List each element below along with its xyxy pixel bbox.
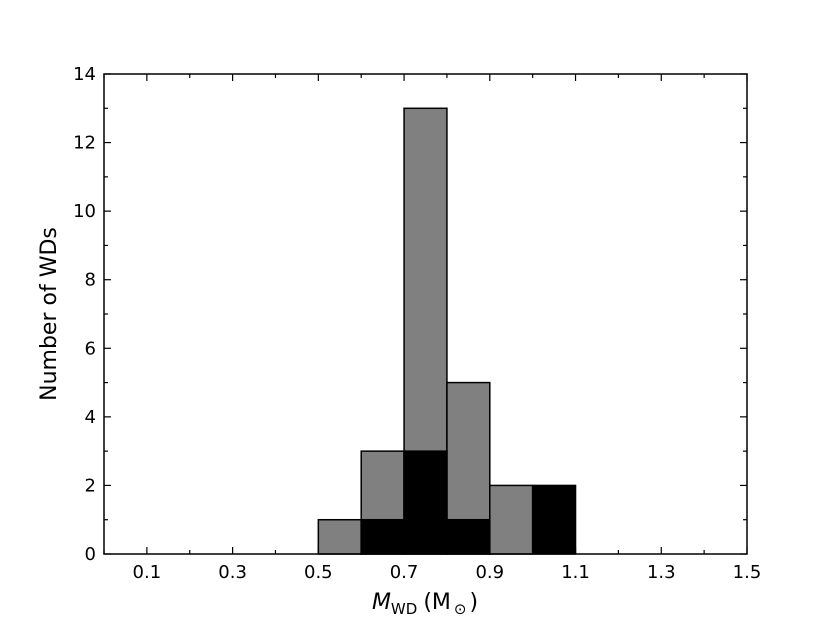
y-tick-label: 8 — [85, 270, 96, 291]
y-tick-label: 4 — [85, 407, 96, 428]
histogram-bar — [360, 518, 405, 555]
x-tick-label: 1.1 — [561, 562, 590, 583]
x-tick-label: 1.3 — [647, 562, 676, 583]
y-tick-label: 14 — [73, 64, 96, 85]
histogram-bar — [446, 518, 491, 555]
axis-ticks — [103, 73, 748, 555]
x-label-close: ) — [469, 590, 478, 615]
x-axis-label: MWD (M ⊙) — [372, 590, 478, 618]
x-tick-label: 0.5 — [304, 562, 333, 583]
histogram-bar — [317, 518, 362, 555]
histogram-bar — [403, 450, 448, 555]
y-tick-label: 10 — [73, 201, 96, 222]
x-label-symbol: M — [372, 590, 391, 615]
y-tick-label: 0 — [85, 544, 96, 565]
y-tick-label: 2 — [85, 475, 96, 496]
x-tick-label: 0.7 — [390, 562, 419, 583]
x-tick-label: 0.1 — [133, 562, 162, 583]
y-tick-label: 6 — [85, 338, 96, 359]
y-axis-label: Number of WDs — [37, 227, 62, 401]
histogram-bar — [531, 484, 577, 555]
x-tick-label: 0.3 — [218, 562, 247, 583]
x-label-unit: (M — [423, 590, 451, 615]
x-tick-label: 0.9 — [475, 562, 504, 583]
x-label-subscript: WD — [391, 600, 417, 618]
x-label-sun-symbol: ⊙ — [454, 600, 467, 618]
histogram-bar — [489, 484, 534, 555]
tick-labels: 0.1 0.3 0.5 0.7 0.9 1.1 1.3 1.5 0 2 4 6 8 10 12 14 — [73, 64, 761, 583]
y-tick-label: 12 — [73, 133, 96, 154]
x-tick-label: 1.5 — [733, 562, 762, 583]
